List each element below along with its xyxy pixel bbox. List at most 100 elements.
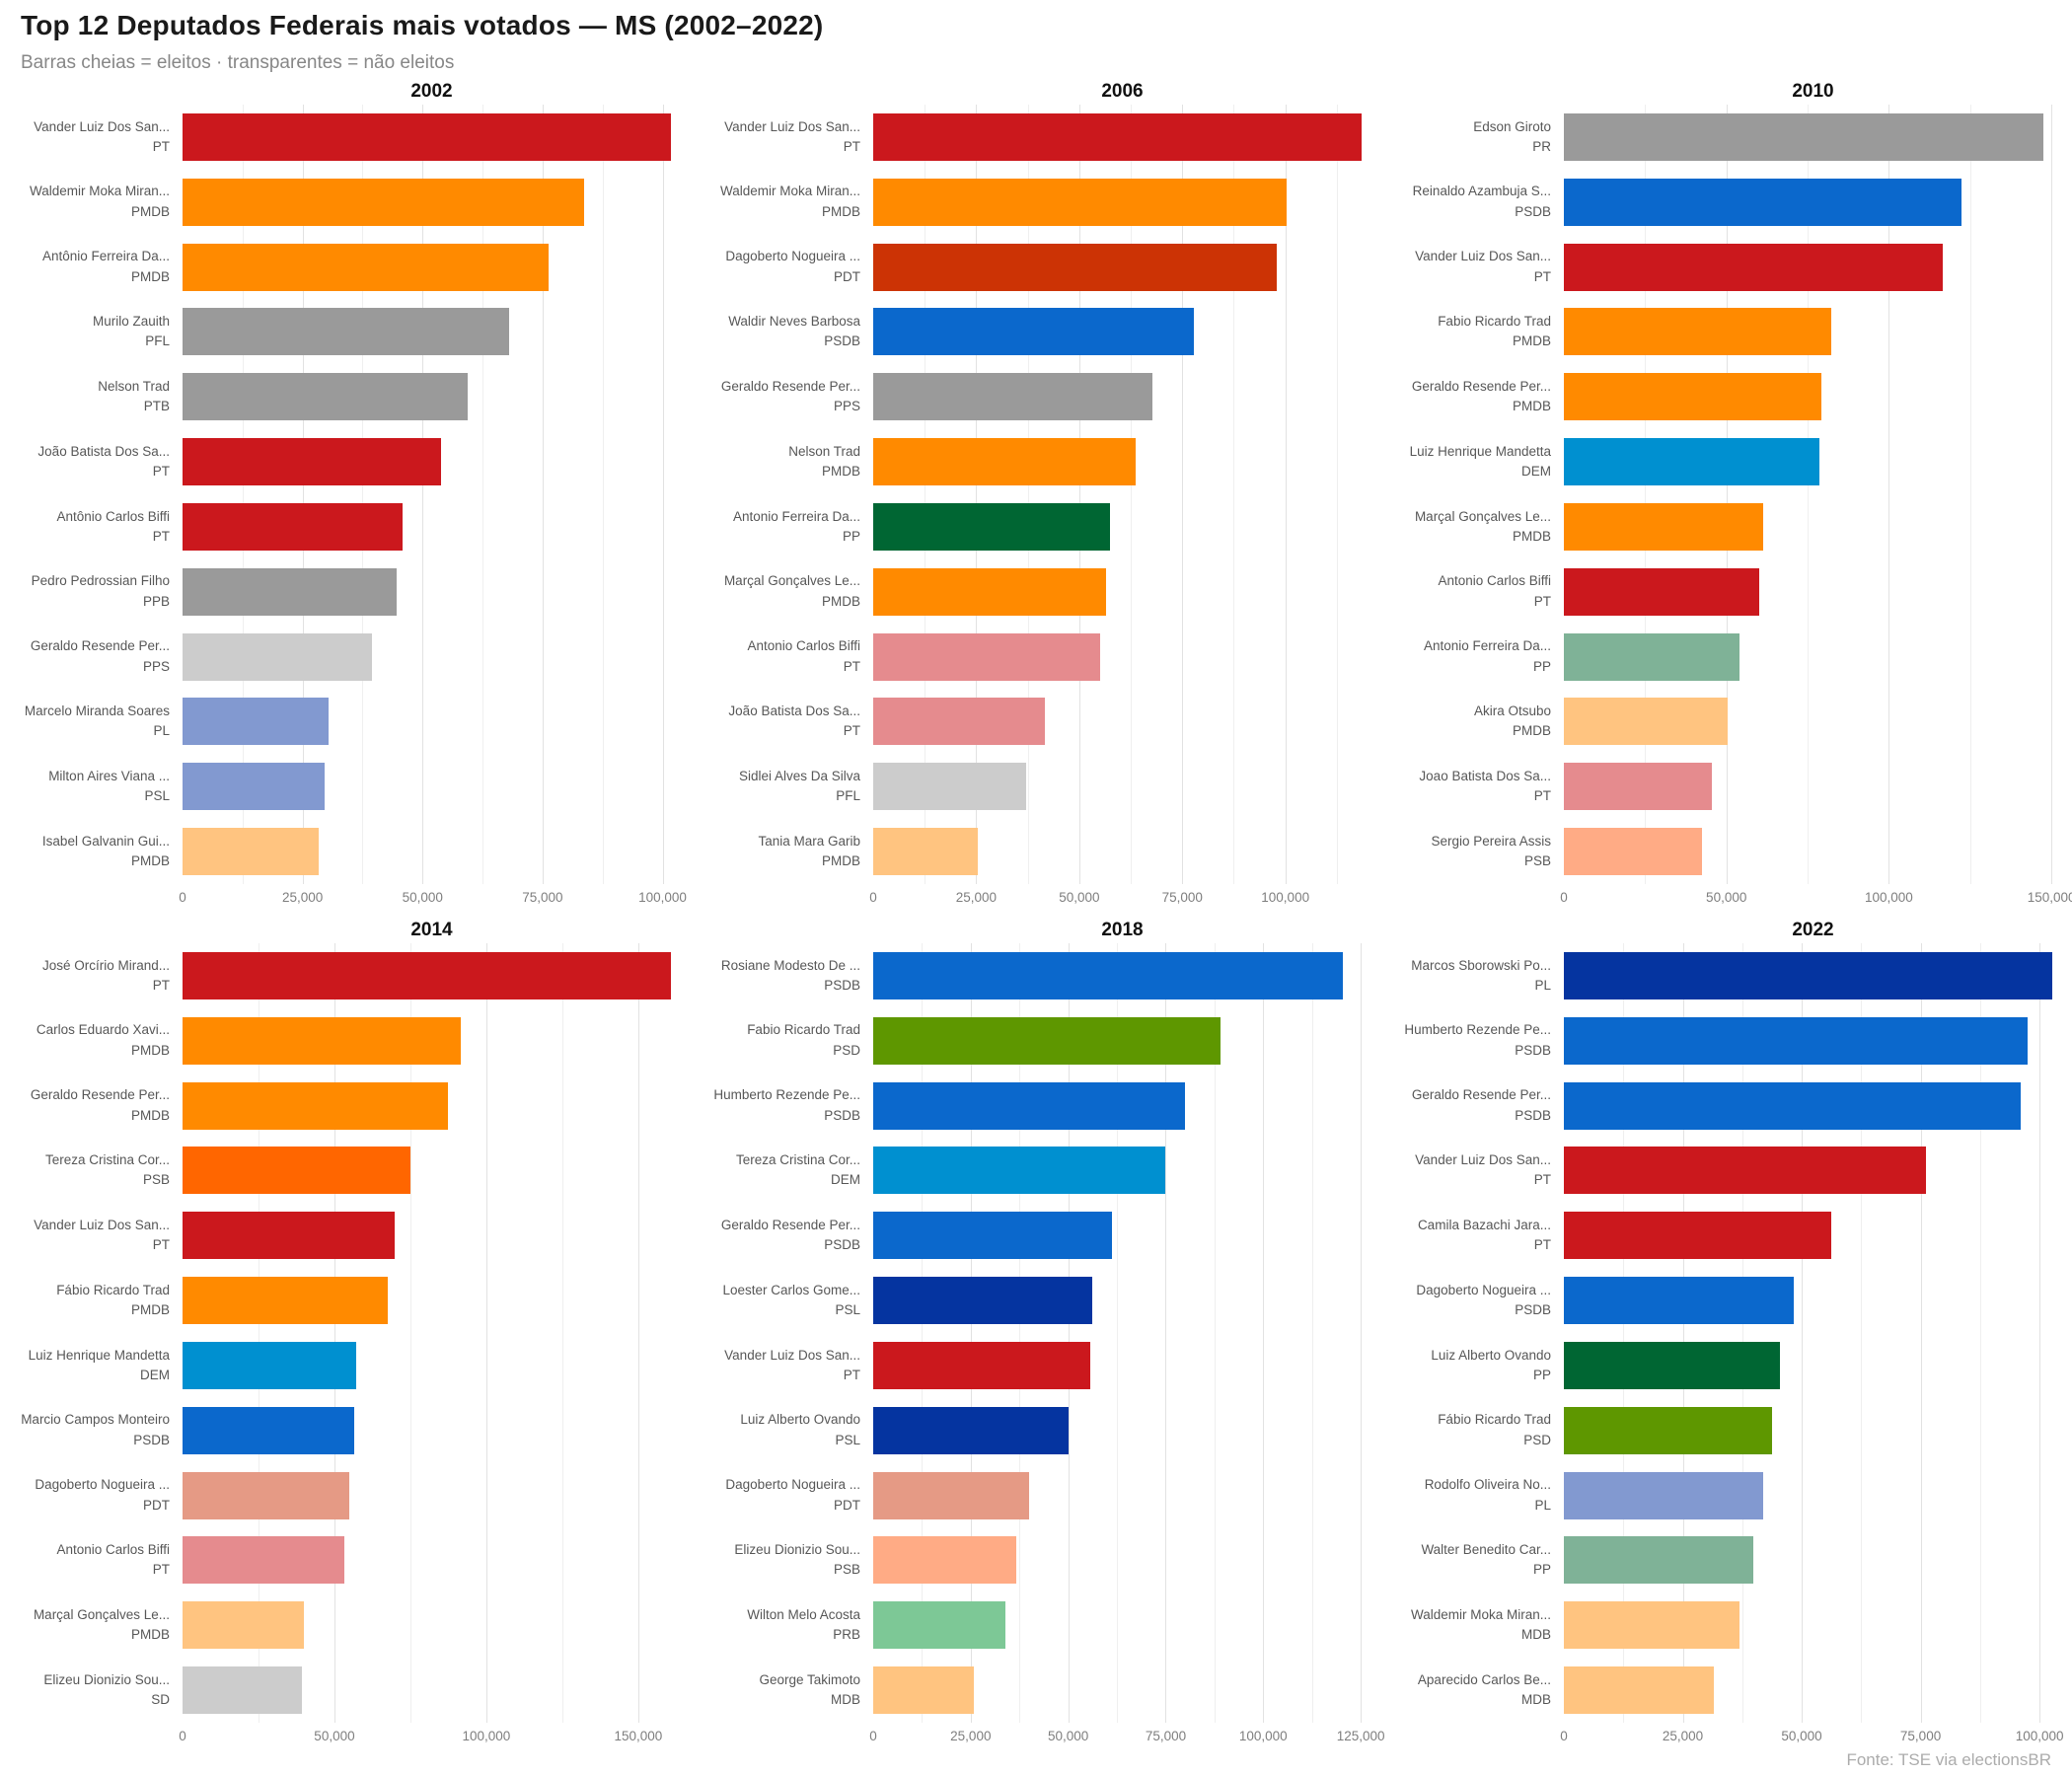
axis-tick-label: 50,000 — [402, 890, 443, 905]
bar-label-name: Loester Carlos Gome... — [722, 1282, 860, 1297]
major-gridline — [1682, 943, 1684, 1723]
bar-label-party: PT — [1533, 788, 1551, 804]
bar-label-party: PP — [842, 528, 860, 544]
bar-label-party: PT — [843, 1367, 860, 1382]
bar-label-party: PSDB — [1515, 203, 1551, 219]
bar-not-elected — [183, 632, 373, 681]
bar-row — [1564, 105, 2062, 170]
bar-label: Rodolfo Oliveira No... PL — [1381, 1463, 1564, 1528]
bar-label: George Takimoto MDB — [691, 1658, 873, 1723]
bar-label: Walter Benedito Car... PP — [1381, 1527, 1564, 1592]
bar-row — [873, 559, 1371, 625]
bar-label: Camila Bazachi Jara... PT — [1381, 1203, 1564, 1268]
bar-label-party: PT — [152, 1237, 170, 1253]
bar-label-name: Antonio Carlos Biffi — [747, 638, 860, 654]
bar-not-elected — [183, 763, 326, 811]
bar-elected — [183, 1147, 410, 1195]
bar-label-name: Antonio Carlos Biffi — [1438, 573, 1551, 589]
bar-not-elected — [873, 632, 1100, 681]
bar-labels-column: José Orcírio Mirand... PT Carlos Eduardo X… — [0, 943, 183, 1723]
x-axis: 0 25,000 50,000 75,000 100,000 — [869, 884, 1371, 914]
bar-row — [183, 299, 681, 364]
bar-label: Geraldo Resende Per... PMDB — [1381, 364, 1564, 429]
bar-label: Tereza Cristina Cor... DEM — [691, 1138, 873, 1203]
bar-label-name: Marçal Gonçalves Le... — [723, 573, 860, 589]
bar-label-name: Waldir Neves Barbosa — [728, 314, 860, 330]
bar-rows — [183, 105, 681, 884]
minor-gridline — [1214, 943, 1216, 1723]
bar-label: Marcos Sborowski Po... PL — [1381, 943, 1564, 1008]
major-gridline — [970, 943, 972, 1723]
bar-label-name: Edson Giroto — [1473, 118, 1551, 134]
bar-label: Waldemir Moka Miran... PMDB — [0, 170, 183, 235]
bar-label-party: PMDB — [821, 203, 860, 219]
minor-gridline — [482, 105, 484, 884]
minor-gridline — [1969, 105, 1971, 884]
bar-row — [873, 364, 1371, 429]
bar-label-name: Geraldo Resende Per... — [30, 638, 170, 654]
bar-label-name: Antonio Ferreira Da... — [732, 508, 860, 524]
bar-row — [1564, 689, 2062, 754]
bar-row — [183, 754, 681, 819]
axis-tick-label: 25,000 — [955, 890, 998, 905]
bar-label-name: Antonio Carlos Biffi — [56, 1542, 170, 1558]
bar-label: Elizeu Dionizio Sou... PSB — [691, 1527, 873, 1592]
plot-area — [1564, 943, 2062, 1723]
plot-area — [873, 943, 1371, 1723]
bar-label-name: Reinaldo Azambuja S... — [1412, 184, 1551, 199]
bar-row — [873, 235, 1371, 300]
bar-elected — [873, 951, 1344, 999]
chart-area: José Orcírio Mirand... PT Carlos Eduardo X… — [0, 943, 681, 1723]
bar-label-party: PR — [1532, 138, 1551, 154]
bar-label-party: PT — [1533, 1172, 1551, 1188]
bar-label-name: Dagoberto Nogueira ... — [725, 1477, 860, 1493]
bar-elected — [183, 1212, 395, 1260]
bar-label-name: Isabel Galvanin Gui... — [41, 833, 170, 849]
bar-label: Reinaldo Azambuja S... PSDB — [1381, 170, 1564, 235]
bar-elected — [873, 1016, 1221, 1065]
bar-label: Waldemir Moka Miran... MDB — [1381, 1592, 1564, 1658]
bar-row — [1564, 1073, 2062, 1139]
bar-elected — [873, 502, 1110, 551]
bar-row — [873, 1333, 1371, 1398]
bar-elected — [183, 951, 672, 999]
axis-tick-label: 150,000 — [614, 1729, 663, 1743]
bar-label-party: PSDB — [1515, 1107, 1551, 1123]
bar-label: Waldemir Moka Miran... PMDB — [691, 170, 873, 235]
gridlines — [183, 105, 681, 884]
bar-label-name: Tania Mara Garib — [758, 833, 860, 849]
bar-elected — [873, 1212, 1113, 1260]
bar-label-name: Humberto Rezende Pe... — [713, 1087, 860, 1103]
bar-row — [183, 1658, 681, 1723]
bar-not-elected — [183, 1471, 350, 1519]
bar-elected — [1564, 1081, 2022, 1130]
bar-not-elected — [873, 828, 979, 876]
axis-tick-label: 50,000 — [1059, 890, 1100, 905]
bar-elected — [1564, 112, 2043, 161]
axis-tick-label: 0 — [1560, 1729, 1568, 1743]
gridlines — [183, 943, 681, 1723]
bar-label: Dagoberto Nogueira ... PDT — [0, 1463, 183, 1528]
bar-label-party: PT — [152, 138, 170, 154]
axis-tick-label: 100,000 — [462, 1729, 511, 1743]
bar-labels-column: Vander Luiz Dos San... PT Waldemir Moka Mi… — [691, 105, 873, 884]
bar-label: Marçal Gonçalves Le... PMDB — [691, 559, 873, 625]
bar-row — [873, 1073, 1371, 1139]
bar-label: Marcio Campos Monteiro PSDB — [0, 1398, 183, 1463]
bar-label-party: PT — [1533, 1237, 1551, 1253]
panel-2018: 2018 Rosiane Modesto De ... PSDB Fabio Rica… — [691, 914, 1384, 1752]
bar-label-name: Geraldo Resende Per... — [1411, 1087, 1551, 1103]
bar-row — [873, 170, 1371, 235]
bar-row — [1564, 943, 2062, 1008]
major-gridline — [485, 943, 487, 1723]
bar-labels-column: Marcos Sborowski Po... PL Humberto Rezende… — [1381, 943, 1564, 1723]
bar-row — [183, 1333, 681, 1398]
bar-elected — [1564, 1016, 2029, 1065]
bar-not-elected — [183, 1666, 302, 1715]
bar-label-party: PMDB — [1512, 333, 1551, 349]
bar-elected — [1564, 1341, 1781, 1389]
bar-label-party: PT — [152, 528, 170, 544]
bar-row — [873, 943, 1371, 1008]
major-gridline — [542, 105, 544, 884]
bar-not-elected — [1564, 1471, 1763, 1519]
